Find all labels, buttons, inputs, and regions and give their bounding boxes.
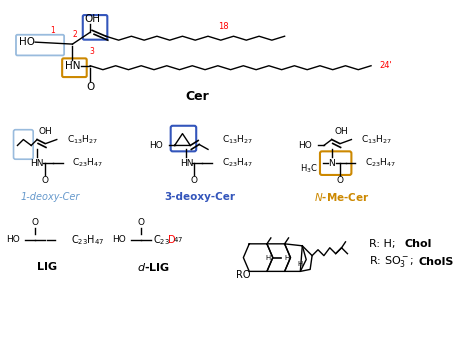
Text: O: O — [138, 218, 145, 227]
Text: C$_{13}$H$_{27}$: C$_{13}$H$_{27}$ — [222, 133, 253, 146]
Text: HO: HO — [6, 235, 19, 244]
Text: R: H;: R: H; — [369, 239, 399, 249]
Text: HO: HO — [19, 37, 35, 47]
Text: R: SO$_3^-$;: R: SO$_3^-$; — [369, 254, 416, 269]
Text: 1-deoxy-Cer: 1-deoxy-Cer — [20, 191, 80, 201]
Text: $_{47}$: $_{47}$ — [173, 235, 183, 245]
Text: H: H — [298, 260, 303, 266]
Text: HO: HO — [112, 235, 126, 244]
Text: OH: OH — [38, 127, 52, 136]
Text: H: H — [284, 255, 289, 260]
Text: H$_3$C: H$_3$C — [300, 163, 318, 175]
Text: OH: OH — [84, 13, 100, 23]
Text: O: O — [41, 176, 48, 185]
Text: O: O — [32, 218, 39, 227]
Text: RO: RO — [236, 270, 250, 280]
Text: C$_{23}$: C$_{23}$ — [153, 233, 170, 247]
Text: O: O — [86, 82, 94, 92]
Text: 2: 2 — [72, 30, 77, 39]
Text: C$_{23}$H$_{47}$: C$_{23}$H$_{47}$ — [222, 157, 253, 169]
Text: 1: 1 — [50, 26, 55, 35]
Text: C$_{23}$H$_{47}$: C$_{23}$H$_{47}$ — [73, 157, 103, 169]
Text: CholS: CholS — [418, 257, 454, 267]
Text: OH: OH — [335, 127, 348, 136]
Text: 18: 18 — [219, 22, 229, 31]
Text: HN: HN — [65, 61, 80, 71]
Text: 24': 24' — [379, 61, 392, 70]
Text: HO: HO — [298, 141, 312, 150]
Text: 3: 3 — [90, 48, 94, 57]
Text: C$_{23}$H$_{47}$: C$_{23}$H$_{47}$ — [71, 233, 104, 247]
Text: C$_{13}$H$_{27}$: C$_{13}$H$_{27}$ — [66, 133, 98, 146]
Text: LIG: LIG — [37, 263, 57, 273]
Text: C$_{13}$H$_{27}$: C$_{13}$H$_{27}$ — [361, 133, 392, 146]
Text: H: H — [265, 255, 271, 260]
Text: D: D — [168, 235, 175, 245]
Text: $\it{N}$-Me-Cer: $\it{N}$-Me-Cer — [314, 190, 369, 203]
Text: Cer: Cer — [185, 90, 209, 103]
Text: N: N — [328, 159, 335, 168]
Text: $\it{d}$-LIG: $\it{d}$-LIG — [137, 262, 171, 274]
Text: Chol: Chol — [404, 239, 432, 249]
Text: 3-deoxy-Cer: 3-deoxy-Cer — [164, 191, 236, 201]
Text: O: O — [191, 176, 198, 185]
Text: C$_{23}$H$_{47}$: C$_{23}$H$_{47}$ — [365, 157, 396, 169]
Text: HN: HN — [180, 159, 193, 168]
Text: HO: HO — [149, 141, 163, 150]
Text: HN: HN — [30, 159, 44, 168]
Text: O: O — [336, 176, 343, 185]
